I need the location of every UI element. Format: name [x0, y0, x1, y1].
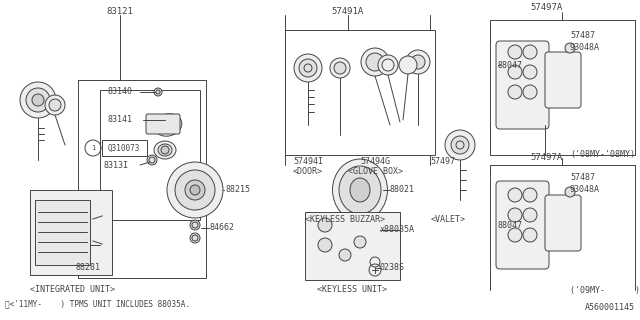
- Text: 88215: 88215: [225, 186, 250, 195]
- FancyBboxPatch shape: [496, 41, 549, 129]
- Circle shape: [299, 59, 317, 77]
- Bar: [305, 212, 400, 280]
- Text: 57497A: 57497A: [531, 154, 563, 163]
- Bar: [78, 80, 206, 278]
- Circle shape: [361, 48, 389, 76]
- FancyBboxPatch shape: [146, 114, 180, 134]
- Ellipse shape: [159, 118, 177, 132]
- Text: 57487: 57487: [570, 173, 595, 182]
- Circle shape: [339, 249, 351, 261]
- Text: <VALET>: <VALET>: [431, 215, 465, 225]
- Text: <KEYLESS BUZZAR>: <KEYLESS BUZZAR>: [305, 215, 385, 225]
- FancyBboxPatch shape: [545, 52, 581, 108]
- Text: A560001145: A560001145: [585, 303, 635, 312]
- Circle shape: [49, 99, 61, 111]
- FancyArrowPatch shape: [93, 216, 102, 219]
- Text: x88035A: x88035A: [380, 226, 415, 235]
- Text: <INTEGRATED UNIT>: <INTEGRATED UNIT>: [30, 285, 115, 294]
- Circle shape: [167, 162, 223, 218]
- Circle shape: [523, 208, 537, 222]
- Text: 88021: 88021: [390, 186, 415, 195]
- Circle shape: [508, 228, 522, 242]
- Text: 93048A: 93048A: [570, 186, 600, 195]
- Circle shape: [523, 45, 537, 59]
- Ellipse shape: [154, 141, 176, 159]
- Circle shape: [378, 55, 398, 75]
- Circle shape: [508, 85, 522, 99]
- Circle shape: [154, 88, 162, 96]
- Bar: [102, 140, 147, 156]
- Text: <GLOVE BOX>: <GLOVE BOX>: [348, 167, 403, 177]
- Circle shape: [451, 136, 469, 154]
- Circle shape: [26, 88, 50, 112]
- Text: 1: 1: [91, 145, 95, 151]
- Text: ('08MY-'08MY): ('08MY-'08MY): [570, 150, 635, 159]
- Text: 0238S: 0238S: [380, 263, 405, 273]
- Circle shape: [508, 208, 522, 222]
- Circle shape: [354, 236, 366, 248]
- Circle shape: [508, 188, 522, 202]
- Circle shape: [523, 228, 537, 242]
- Text: ('09MY-      ): ('09MY- ): [570, 285, 640, 294]
- Bar: [35, 200, 90, 265]
- Circle shape: [318, 218, 332, 232]
- Text: 57497A: 57497A: [531, 4, 563, 12]
- Circle shape: [508, 65, 522, 79]
- Text: 57487: 57487: [570, 30, 595, 39]
- Text: 88281: 88281: [75, 263, 100, 273]
- Circle shape: [508, 45, 522, 59]
- Text: Q310073: Q310073: [108, 143, 140, 153]
- Circle shape: [318, 238, 332, 252]
- Circle shape: [147, 155, 157, 165]
- Circle shape: [190, 185, 200, 195]
- Text: 57497: 57497: [430, 157, 455, 166]
- Text: 57491A: 57491A: [332, 7, 364, 17]
- Text: <KEYLESS UNIT>: <KEYLESS UNIT>: [317, 285, 387, 294]
- Circle shape: [190, 233, 200, 243]
- Circle shape: [523, 85, 537, 99]
- Circle shape: [32, 94, 44, 106]
- Circle shape: [366, 53, 384, 71]
- Circle shape: [411, 55, 425, 69]
- Text: ※<'11MY-    ) TPMS UNIT INCLUDES 88035A.: ※<'11MY- ) TPMS UNIT INCLUDES 88035A.: [5, 299, 190, 308]
- Circle shape: [565, 187, 575, 197]
- Ellipse shape: [158, 144, 172, 156]
- Circle shape: [406, 50, 430, 74]
- Text: 93048A: 93048A: [570, 44, 600, 52]
- Circle shape: [190, 220, 200, 230]
- Circle shape: [45, 95, 65, 115]
- Bar: [30, 190, 112, 275]
- FancyBboxPatch shape: [496, 181, 549, 269]
- Bar: [100, 90, 200, 220]
- Ellipse shape: [350, 178, 370, 202]
- Circle shape: [565, 43, 575, 53]
- Ellipse shape: [154, 114, 182, 136]
- Text: 83140: 83140: [107, 87, 132, 97]
- FancyBboxPatch shape: [545, 195, 581, 251]
- FancyArrowPatch shape: [93, 241, 102, 244]
- Text: <DOOR>: <DOOR>: [293, 167, 323, 177]
- Text: 84662: 84662: [210, 223, 235, 233]
- Circle shape: [334, 62, 346, 74]
- Text: 88047: 88047: [497, 60, 522, 69]
- Text: 83141: 83141: [107, 116, 132, 124]
- Circle shape: [161, 146, 169, 154]
- Circle shape: [445, 130, 475, 160]
- Circle shape: [20, 82, 56, 118]
- Text: 57494I: 57494I: [293, 157, 323, 166]
- Circle shape: [175, 170, 215, 210]
- Circle shape: [399, 56, 417, 74]
- Ellipse shape: [333, 159, 387, 221]
- Ellipse shape: [339, 166, 381, 214]
- Text: 83121: 83121: [107, 7, 133, 17]
- Text: 8313I: 8313I: [103, 161, 128, 170]
- Circle shape: [523, 188, 537, 202]
- Bar: [285, 30, 435, 155]
- Circle shape: [185, 180, 205, 200]
- Text: 88047: 88047: [497, 220, 522, 229]
- Text: 57494G: 57494G: [360, 157, 390, 166]
- Circle shape: [330, 58, 350, 78]
- Circle shape: [294, 54, 322, 82]
- Circle shape: [523, 65, 537, 79]
